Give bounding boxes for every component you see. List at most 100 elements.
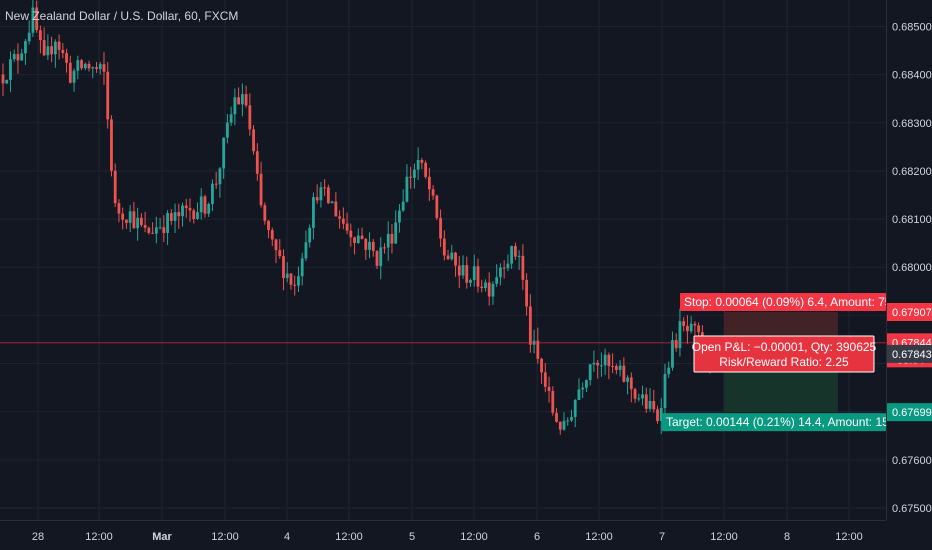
- candle-body: [442, 238, 446, 256]
- candle-body: [237, 97, 241, 105]
- candle-body: [98, 64, 102, 69]
- price-tick-label: 0.67500: [892, 503, 932, 515]
- candle-body: [431, 189, 435, 196]
- candle-body: [543, 372, 547, 387]
- price-tick-label: 0.68100: [892, 214, 932, 226]
- candle-body: [106, 71, 110, 120]
- candle-body: [472, 266, 476, 281]
- candle-body: [405, 176, 409, 202]
- time-axis[interactable]: 28 12:00 Mar 12:00 4 12:00 5 12:00 6 12:00 7 12:00 8…: [0, 520, 886, 550]
- candle-body: [622, 365, 626, 382]
- candle-body: [353, 237, 356, 243]
- candle-body: [207, 203, 211, 214]
- candle-body: [614, 366, 618, 370]
- candle-body: [570, 416, 573, 421]
- candle-body: [536, 340, 540, 359]
- stop-price-tag: 0.67907: [892, 307, 932, 319]
- candle-body: [555, 412, 558, 422]
- candle-body: [450, 252, 454, 260]
- candle-body: [693, 323, 697, 326]
- candle-body: [132, 211, 136, 229]
- candle-body: [435, 195, 439, 219]
- candle-body: [439, 218, 442, 239]
- target-label-box: [662, 413, 886, 432]
- candle-body: [214, 183, 218, 185]
- candle-body: [24, 41, 27, 54]
- chart-grid: [0, 0, 886, 520]
- candle-body: [626, 377, 629, 382]
- candle-body: [341, 218, 345, 224]
- candles: [1, 0, 712, 435]
- price-axis-bg: [886, 0, 932, 550]
- candle-body: [659, 407, 663, 422]
- candle-body: [513, 245, 517, 257]
- candle-body: [394, 222, 398, 244]
- candle-body: [499, 267, 502, 278]
- candle-body: [424, 162, 428, 177]
- candle-body: [255, 151, 259, 174]
- candle-body: [68, 62, 72, 83]
- candle-body: [600, 365, 603, 367]
- pnl-label[interactable]: Open P&L: −0.00001, Qty: 390625Risk/Rewa…: [692, 335, 877, 373]
- candle-body: [151, 232, 154, 234]
- candle-body: [360, 235, 364, 239]
- candle-body: [184, 205, 188, 209]
- candle-body: [173, 212, 177, 221]
- time-tick-label: 12:00: [710, 531, 738, 543]
- candle-body: [308, 227, 312, 243]
- candle-body: [495, 277, 499, 284]
- candle-body: [192, 210, 196, 220]
- candle-body: [416, 159, 420, 170]
- stop-price-tag-bg: [887, 303, 932, 321]
- candle-body: [682, 321, 686, 326]
- candle-body: [12, 54, 16, 60]
- candle-body: [618, 365, 622, 370]
- candle-body: [644, 394, 648, 409]
- candle-body: [480, 286, 484, 289]
- candle-body: [674, 340, 678, 349]
- candle-body: [61, 49, 65, 54]
- candle-body: [289, 273, 293, 285]
- candle-body: [491, 283, 495, 297]
- time-tick-label: 4: [284, 531, 290, 543]
- position-labels[interactable]: Stop: 0.00064 (0.09%) 6.4, Amount: 750 Ta…: [662, 293, 898, 432]
- candle-body: [315, 197, 319, 201]
- candle-body: [345, 223, 349, 231]
- candle-body: [581, 387, 585, 390]
- candle-body: [143, 224, 147, 228]
- time-tick-label: 8: [784, 531, 790, 543]
- pnl-label-text: Open P&L: −0.00001, Qty: 390625: [692, 340, 877, 354]
- candle-body: [469, 280, 472, 283]
- target-price-tag: 0.67699: [892, 407, 932, 419]
- candle-body: [50, 46, 54, 55]
- candle-body: [517, 255, 521, 257]
- stop-label[interactable]: Stop: 0.00064 (0.09%) 6.4, Amount: 750: [680, 293, 898, 311]
- target-price-tag-bg: [887, 403, 932, 422]
- time-tick-label: 12:00: [211, 531, 239, 543]
- time-tick-label: 5: [409, 531, 415, 543]
- candle-body: [199, 196, 203, 213]
- candle-body: [53, 41, 57, 55]
- candle-body: [222, 137, 226, 169]
- candle-body: [663, 374, 667, 408]
- candle-body: [125, 219, 128, 223]
- candle-body: [113, 170, 117, 204]
- candle-body: [487, 282, 491, 297]
- candle-body: [87, 63, 91, 69]
- candle-body: [166, 213, 169, 233]
- price-axis[interactable]: 0.68500 0.68400 0.68300 0.68200 0.68100 0.680…: [886, 0, 932, 550]
- candle-body: [461, 265, 465, 276]
- candle-body: [476, 266, 480, 287]
- candle-body: [297, 276, 300, 286]
- candle-body: [521, 255, 525, 280]
- entry-price-tag-bg: [887, 344, 932, 363]
- candle-body: [252, 129, 255, 152]
- candle-body: [46, 46, 50, 56]
- time-tick-label: Mar: [152, 531, 172, 543]
- candle-body: [128, 211, 132, 223]
- target-label[interactable]: Target: 0.00144 (0.21%) 14.4, Amount: 15…: [662, 413, 896, 432]
- entry-price-tag: 0.67843: [892, 349, 932, 361]
- candle-body: [248, 105, 252, 130]
- chart-title: New Zealand Dollar / U.S. Dollar, 60, FX…: [5, 9, 238, 23]
